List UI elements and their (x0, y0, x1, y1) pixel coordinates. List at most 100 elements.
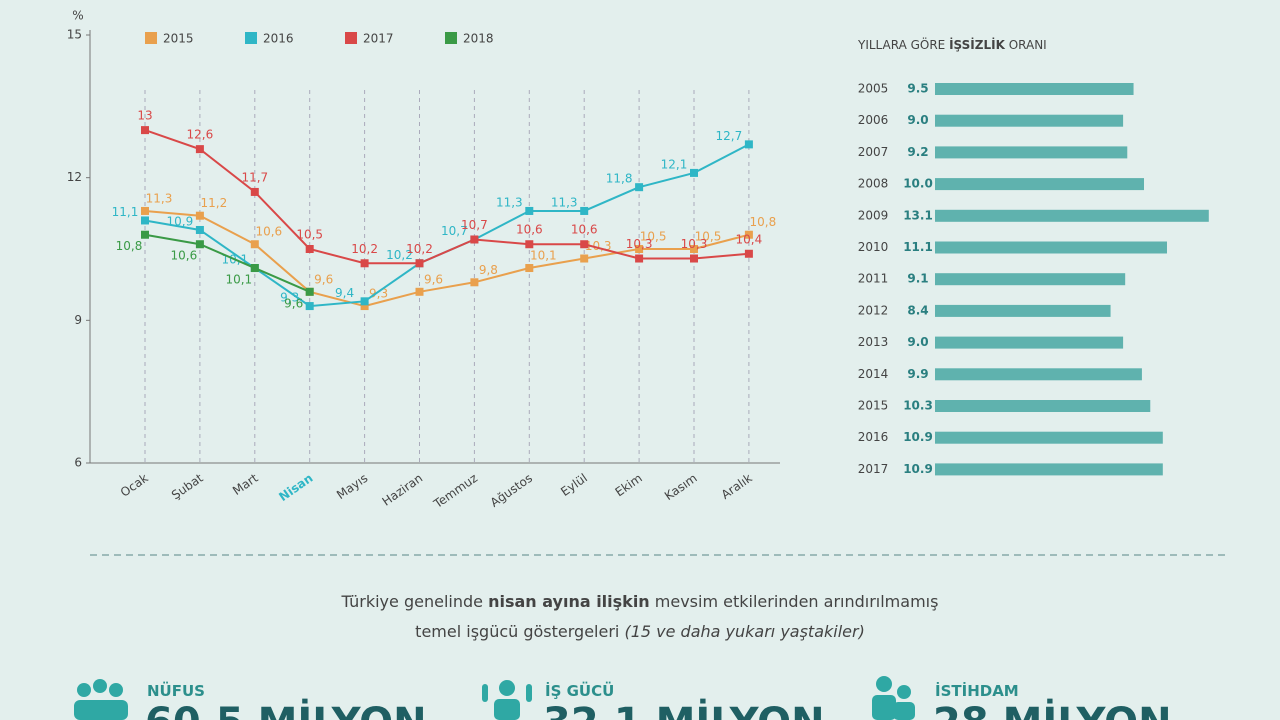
legend-swatch (245, 32, 257, 44)
point (305, 287, 314, 296)
y-tick-label: 15 (67, 28, 82, 42)
value-label: 11,3 (146, 191, 173, 205)
value-label: 10,1 (530, 249, 557, 263)
point (305, 302, 314, 311)
summary-line-1: Türkiye genelinde nisan ayına ilişkin me… (0, 592, 1280, 611)
x-tick-label: Haziran (380, 471, 426, 509)
point (744, 249, 753, 258)
stat-label: İŞ GÜCÜ (545, 682, 615, 700)
legend-swatch (445, 32, 457, 44)
y-axis-label: % (72, 9, 83, 23)
category-label: 2006 (858, 113, 889, 127)
point (635, 254, 644, 263)
value-label: 9,3 (280, 291, 299, 305)
value-label: 10,9 (167, 214, 194, 228)
summary-text: mevsim etkilerinden arındırılmamış (649, 592, 939, 611)
title-part: İŞSİZLİK (949, 37, 1005, 52)
x-tick-label: Ağustos (488, 471, 535, 510)
icon-istihdam (872, 676, 915, 720)
category-label: 2014 (858, 367, 889, 381)
value-label: 10,4 (736, 232, 763, 246)
stat-value: 32,1 MİLYON (543, 700, 825, 720)
point (580, 254, 589, 263)
value-label: 10,6 (255, 225, 282, 239)
category-label: 2012 (858, 303, 889, 317)
value-label: 9,8 (479, 263, 498, 277)
point (360, 259, 369, 268)
x-tick-label: Ekim (613, 471, 645, 499)
value-label: 11,2 (201, 196, 228, 210)
category-label: 2009 (858, 208, 889, 222)
point (195, 240, 204, 249)
value-label: 9,6 (424, 272, 443, 286)
point (690, 254, 698, 263)
bar (935, 368, 1142, 381)
value-label: 10,7 (441, 224, 468, 238)
value-label: 9,3 (369, 287, 388, 301)
point (360, 302, 369, 311)
x-tick-label: Temmuz (430, 471, 480, 512)
point (141, 230, 149, 239)
value-label: 10,3 (626, 237, 653, 251)
value-label: 11,3 (551, 195, 578, 209)
point (525, 264, 534, 273)
point (525, 240, 534, 249)
point (525, 206, 534, 215)
legend-label: 2017 (363, 32, 394, 46)
title-part: YILLARA GÖRE (857, 36, 949, 52)
x-tick-label: Mayıs (334, 471, 370, 502)
bar (935, 114, 1124, 127)
value-label: 9.5 (907, 82, 928, 96)
point (690, 168, 698, 177)
x-tick-label: Aralık (719, 471, 755, 502)
value-label: 11.1 (903, 240, 933, 254)
value-label: 13 (137, 109, 152, 123)
point (415, 259, 424, 268)
point (470, 278, 479, 287)
value-label: 9.0 (907, 335, 928, 349)
stat-label: İSTİHDAM (935, 682, 1019, 700)
value-label: 10,6 (516, 223, 543, 237)
point (690, 245, 698, 253)
value-label: 10,8 (116, 239, 143, 253)
point (195, 211, 204, 220)
bar (935, 304, 1111, 317)
summary-line-2: temel işgücü göstergeleri (15 ve daha yu… (0, 622, 1280, 641)
point (141, 126, 149, 135)
bar (935, 146, 1128, 159)
y-tick-label: 6 (74, 456, 82, 470)
value-label: 10.9 (903, 462, 933, 476)
value-label: 10,2 (406, 242, 433, 256)
bar (935, 431, 1163, 444)
category-label: 2017 (858, 462, 889, 476)
category-label: 2015 (858, 399, 889, 413)
legend-swatch (145, 32, 157, 44)
value-label: 10,2 (351, 242, 378, 256)
point (744, 230, 753, 239)
legend-label: 2016 (263, 32, 294, 46)
point (744, 140, 753, 149)
value-label: 10,2 (386, 248, 413, 262)
value-label: 10,7 (461, 218, 488, 232)
point (250, 264, 259, 273)
value-label: 10,3 (681, 237, 708, 251)
value-label: 9,6 (314, 272, 333, 286)
bar (935, 400, 1151, 412)
value-label: 11,1 (112, 205, 139, 219)
x-tick-label: Mart (230, 471, 261, 498)
value-label: 9,6 (284, 296, 303, 310)
point (470, 235, 479, 244)
point (195, 225, 204, 234)
point (305, 245, 314, 253)
point (141, 216, 149, 225)
stat-value: 28 MİLYON (933, 700, 1172, 720)
value-label: 12,1 (661, 157, 688, 171)
summary-text: Türkiye genelinde (341, 592, 489, 611)
value-label: 9.0 (907, 113, 928, 127)
stat-value: 60,5 MİLYON (145, 700, 427, 720)
value-label: 9,4 (335, 286, 354, 300)
value-label: 9.1 (907, 272, 928, 286)
bar (935, 178, 1144, 191)
